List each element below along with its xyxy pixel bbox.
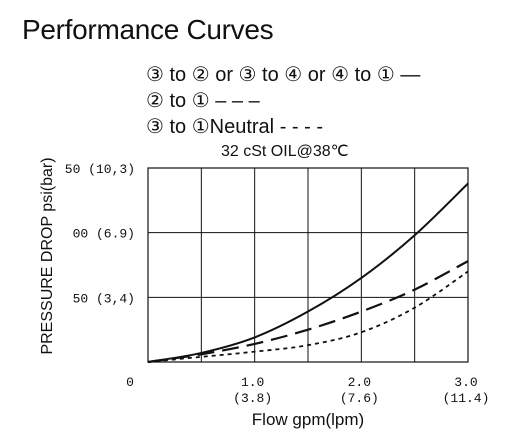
oil-condition-note: 32 cSt OIL@38℃ (221, 143, 349, 160)
x-tick-sublabel: (11.4) (443, 391, 490, 406)
y-axis-label: PRESSURE DROP psi(bar) (39, 157, 56, 354)
x-axis-label: Flow gpm(lpm) (252, 410, 364, 429)
legend-entry-solid: ③ to ② or ③ to ④ or ④ to ① — (146, 62, 420, 87)
x-tick-label: 3.0 (454, 375, 477, 390)
series-line-dotted (147, 270, 469, 363)
chart-title: Performance Curves (22, 14, 274, 45)
legend-entry-dashed: ② to ① – – – (146, 88, 260, 113)
x-tick-sublabel: (3.8) (233, 391, 272, 406)
legend-label: ② to ① (146, 90, 210, 112)
y-tick-label: 00 (6.9) (73, 227, 135, 242)
x-tick-label: 0 (126, 375, 134, 390)
legend-line-mark: — (400, 64, 421, 86)
series-line-solid (147, 182, 469, 363)
legend-entry-dotted: ③ to ①Neutral - - - - (146, 114, 323, 139)
legend-line-mark: – – – (215, 90, 260, 112)
y-tick-label: 50 (10,3) (65, 162, 135, 177)
legend-label: ③ to ② or ③ to ④ or ④ to ① (146, 64, 395, 86)
x-tick-label: 1.0 (241, 375, 264, 390)
y-tick-label: 50 (3,4) (73, 291, 135, 306)
x-tick-sublabel: (7.6) (340, 391, 379, 406)
x-tick-label: 2.0 (348, 375, 371, 390)
legend-line-mark: - - - - (279, 116, 323, 138)
series-line-dashed (147, 260, 469, 364)
legend-label: ③ to ①Neutral (146, 116, 275, 138)
